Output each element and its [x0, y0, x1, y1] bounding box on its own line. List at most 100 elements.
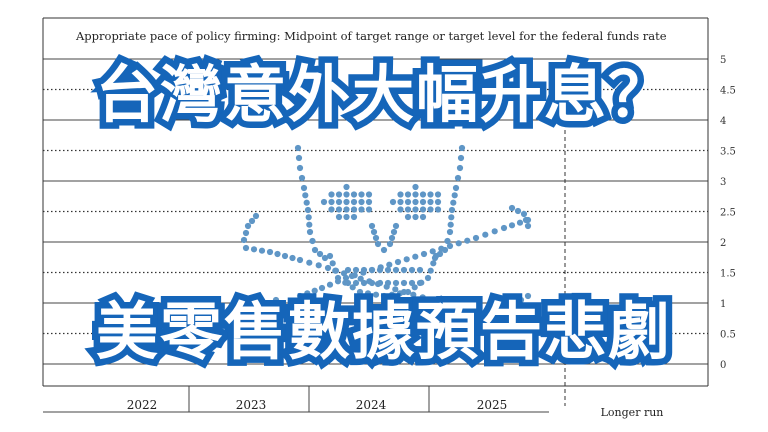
dot-102 — [430, 260, 437, 267]
dot-122 — [416, 266, 424, 274]
dot-19 — [452, 184, 460, 192]
dot-148 — [444, 300, 452, 308]
dot-166 — [403, 256, 410, 263]
x-label-2022: 2022 — [126, 398, 158, 412]
dot-124 — [242, 244, 250, 252]
dot-71 — [427, 206, 434, 213]
dot-41 — [350, 198, 358, 206]
dot-44 — [328, 206, 335, 213]
dot-12 — [311, 246, 319, 254]
dot-140 — [374, 280, 382, 288]
chart-title: Appropriate pace of policy firming: Midp… — [76, 29, 667, 43]
y-tick-1: 1 — [720, 299, 726, 310]
x-label-longer-run: Longer run — [600, 406, 664, 419]
dot-64 — [419, 198, 427, 206]
dot-35 — [358, 191, 365, 198]
dot-42 — [358, 198, 365, 206]
dot-173 — [342, 274, 350, 282]
dot-37 — [320, 198, 328, 206]
dot-17 — [456, 164, 464, 172]
dot-18 — [454, 174, 462, 182]
x-label-2025: 2025 — [476, 398, 508, 412]
dot-129 — [281, 252, 289, 260]
dot-118 — [400, 266, 408, 274]
dot-191 — [514, 207, 522, 215]
dot-9 — [306, 221, 313, 228]
dot-45 — [335, 206, 343, 213]
dot-47 — [350, 206, 358, 213]
dot-134 — [324, 264, 332, 272]
dot-101 — [427, 267, 434, 274]
dot-172 — [351, 272, 358, 279]
dot-38 — [328, 198, 335, 206]
dot-156 — [491, 228, 498, 235]
dot-196 — [517, 296, 525, 304]
dot-192 — [508, 204, 516, 212]
dot-6 — [303, 199, 310, 206]
dot-69 — [412, 206, 419, 213]
dot-153 — [516, 219, 524, 226]
dot-167 — [394, 258, 402, 266]
dot-85 — [326, 252, 334, 260]
dot-24 — [447, 221, 454, 228]
dot-123 — [416, 279, 424, 287]
dot-147 — [436, 298, 444, 306]
dot-160 — [455, 240, 462, 247]
dot-73 — [404, 213, 412, 221]
dot-139 — [366, 278, 373, 285]
dot-103 — [432, 252, 440, 260]
dot-185 — [272, 296, 280, 304]
dot-72 — [434, 206, 442, 213]
dot-116 — [392, 266, 400, 274]
dot-46 — [343, 206, 350, 213]
y-tick-0.5: 0.5 — [720, 330, 736, 341]
dot-125 — [250, 246, 258, 253]
dot-83 — [390, 228, 398, 236]
dot-187 — [260, 306, 268, 314]
dot-127 — [266, 248, 274, 256]
dot-144 — [410, 291, 417, 298]
dot-143 — [400, 288, 408, 296]
dot-141 — [383, 283, 390, 290]
dot-16 — [457, 154, 465, 162]
dot-150 — [461, 305, 469, 313]
y-tick-0: 0 — [720, 360, 726, 371]
dot-81 — [386, 240, 394, 248]
dot-197 — [524, 292, 532, 300]
y-tick-4: 4 — [720, 116, 726, 127]
dot-170 — [368, 266, 376, 274]
dot-107 — [352, 279, 360, 287]
y-tick-4.5: 4.5 — [720, 86, 736, 97]
dot-183 — [248, 217, 256, 225]
dot-154 — [508, 222, 516, 229]
y-tick-2: 2 — [720, 238, 726, 249]
dot-50 — [335, 213, 343, 221]
dot-32 — [335, 191, 343, 198]
y-tick-3: 3 — [720, 177, 726, 188]
dot-164 — [420, 250, 428, 258]
dot-176 — [318, 284, 326, 292]
dot-114 — [384, 266, 392, 274]
dot-2 — [296, 164, 304, 172]
dot-65 — [427, 198, 434, 206]
dot-186 — [266, 301, 274, 309]
dot-132 — [306, 259, 313, 266]
dot-4 — [300, 184, 308, 192]
dot-63 — [412, 198, 419, 206]
dot-10 — [306, 228, 314, 236]
dot-5 — [302, 192, 309, 199]
dot-92 — [364, 290, 372, 297]
dot-130 — [289, 254, 296, 262]
dot-58 — [427, 191, 434, 198]
dot-135 — [332, 267, 340, 274]
dot-177 — [311, 287, 318, 294]
dot-95 — [388, 291, 396, 298]
dot-117 — [392, 279, 400, 287]
dot-94 — [380, 292, 388, 300]
dot-163 — [429, 248, 436, 255]
dot-179 — [296, 292, 304, 300]
dot-61 — [397, 198, 404, 206]
dot-146 — [428, 296, 436, 304]
dot-77 — [370, 228, 378, 236]
